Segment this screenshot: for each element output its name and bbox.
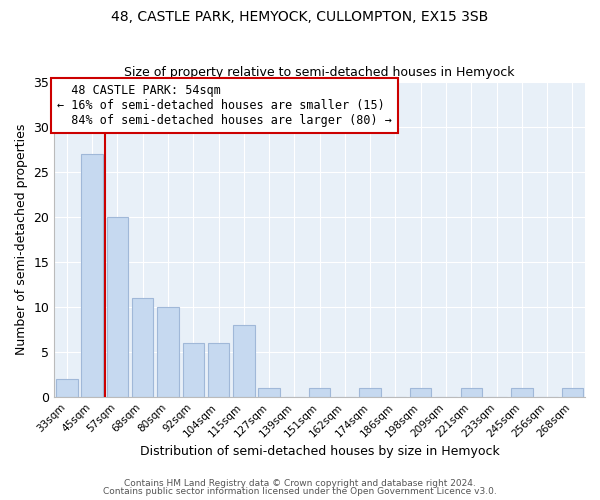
Bar [56, 379, 77, 397]
Bar [562, 388, 583, 397]
Bar [157, 307, 179, 397]
Bar [259, 388, 280, 397]
Text: 48, CASTLE PARK, HEMYOCK, CULLOMPTON, EX15 3SB: 48, CASTLE PARK, HEMYOCK, CULLOMPTON, EX… [112, 10, 488, 24]
Bar [132, 298, 154, 397]
Text: Contains HM Land Registry data © Crown copyright and database right 2024.: Contains HM Land Registry data © Crown c… [124, 478, 476, 488]
Bar [359, 388, 381, 397]
Bar [461, 388, 482, 397]
Y-axis label: Number of semi-detached properties: Number of semi-detached properties [15, 124, 28, 356]
Text: 48 CASTLE PARK: 54sqm
← 16% of semi-detached houses are smaller (15)
  84% of se: 48 CASTLE PARK: 54sqm ← 16% of semi-deta… [57, 84, 392, 126]
Bar [511, 388, 533, 397]
X-axis label: Distribution of semi-detached houses by size in Hemyock: Distribution of semi-detached houses by … [140, 444, 500, 458]
Bar [410, 388, 431, 397]
Bar [107, 217, 128, 397]
Text: Contains public sector information licensed under the Open Government Licence v3: Contains public sector information licen… [103, 487, 497, 496]
Bar [182, 343, 204, 397]
Bar [233, 325, 254, 397]
Bar [208, 343, 229, 397]
Bar [309, 388, 331, 397]
Title: Size of property relative to semi-detached houses in Hemyock: Size of property relative to semi-detach… [124, 66, 515, 80]
Bar [82, 154, 103, 397]
